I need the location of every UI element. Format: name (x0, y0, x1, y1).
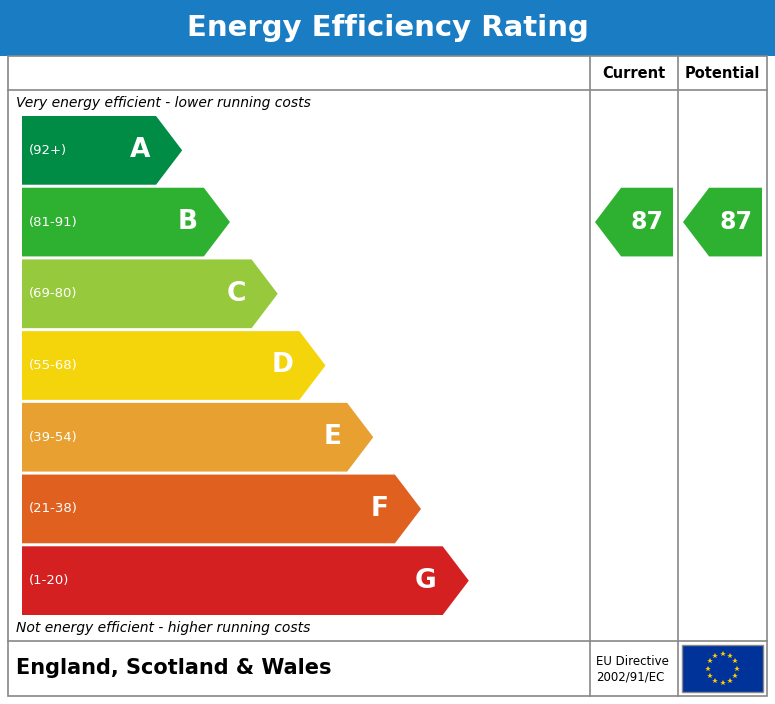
Text: D: D (271, 353, 294, 379)
Text: (39-54): (39-54) (29, 431, 78, 444)
Polygon shape (22, 188, 230, 256)
Text: Energy Efficiency Rating: Energy Efficiency Rating (187, 14, 588, 42)
Text: (92+): (92+) (29, 144, 67, 157)
Text: Very energy efficient - lower running costs: Very energy efficient - lower running co… (16, 96, 311, 110)
Bar (0, 0, 775, 56)
Polygon shape (22, 331, 325, 400)
Polygon shape (22, 116, 182, 184)
Text: (69-80): (69-80) (29, 287, 78, 301)
Text: Not energy efficient - higher running costs: Not energy efficient - higher running co… (16, 621, 310, 635)
Polygon shape (22, 403, 374, 472)
Text: (21-38): (21-38) (29, 503, 78, 515)
Polygon shape (22, 546, 469, 615)
Text: G: G (415, 567, 436, 593)
Text: 87: 87 (719, 210, 752, 234)
Polygon shape (683, 188, 762, 256)
Text: Current: Current (602, 65, 666, 80)
Text: 87: 87 (631, 210, 663, 234)
Polygon shape (22, 474, 421, 543)
Text: England, Scotland & Wales: England, Scotland & Wales (16, 658, 332, 679)
Text: (55-68): (55-68) (29, 359, 78, 372)
Text: B: B (177, 209, 198, 235)
Text: A: A (129, 137, 150, 163)
Text: F: F (371, 496, 389, 522)
Text: (81-91): (81-91) (29, 215, 78, 229)
Text: E: E (323, 425, 341, 451)
Text: Potential: Potential (685, 65, 760, 80)
Text: C: C (226, 281, 246, 307)
Polygon shape (595, 188, 673, 256)
Polygon shape (22, 260, 277, 328)
Bar (682, 645, 763, 692)
Text: EU Directive: EU Directive (596, 655, 669, 668)
Text: 2002/91/EC: 2002/91/EC (596, 670, 664, 684)
Text: (1-20): (1-20) (29, 574, 70, 587)
